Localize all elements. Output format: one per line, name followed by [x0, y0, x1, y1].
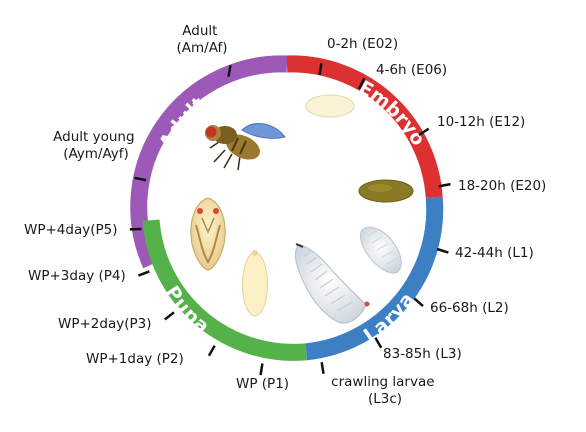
- timepoint-p1: WP (P1): [236, 376, 289, 392]
- timepoint-l3: 83-85h (L3): [383, 346, 462, 362]
- timepoint-p5: WP+4day(P5): [24, 222, 118, 238]
- tick-e02: [318, 63, 323, 76]
- tick-l1: [436, 247, 449, 254]
- timepoint-e20: 18-20h (E20): [458, 178, 546, 194]
- first-instar-larva-illustration: [359, 226, 402, 274]
- tick-p1: [259, 363, 264, 376]
- fly-illustration: [205, 123, 286, 171]
- embryo-arc: [286, 55, 443, 198]
- tick-p3: [164, 311, 175, 321]
- tick-l3: [374, 336, 383, 349]
- timepoint-e02: 0-2h (E02): [327, 36, 398, 52]
- adult-arc: [130, 55, 288, 269]
- larva-arc: [305, 196, 444, 361]
- tick-marks: [129, 63, 451, 376]
- stage-label-pupa: Pupa: [161, 282, 214, 338]
- timepoint-adult: Adult (Am/Af): [177, 23, 228, 56]
- stage-label-larva: Larva: [360, 288, 419, 346]
- timepoint-p4: WP+3day (P4): [28, 268, 126, 284]
- tick-ay: [134, 176, 147, 182]
- pupa-arc: [142, 219, 307, 361]
- tick-l2: [413, 297, 424, 308]
- tick-e06: [357, 77, 366, 90]
- tick-adult: [227, 65, 232, 77]
- tick-e12: [418, 127, 430, 137]
- timepoint-e06: 4-6h (E06): [376, 62, 447, 78]
- pupal-case-illustration: [190, 197, 226, 271]
- tick-p2: [207, 344, 216, 357]
- timepoint-p2: WP+1day (P2): [86, 351, 184, 367]
- white-prepupa-illustration: [242, 250, 268, 317]
- tick-p4: [137, 270, 150, 277]
- embryo-late-illustration: [358, 179, 414, 203]
- timepoint-ay: Adult young (Aym/Ayf): [53, 129, 139, 162]
- third-instar-larva-illustration: [294, 243, 370, 324]
- timepoint-l3c: crawling larvae (L3c): [331, 374, 439, 407]
- embryo-egg-illustration: [305, 94, 355, 118]
- tick-e20: [438, 182, 451, 188]
- timepoint-l1: 42-44h (L1): [455, 245, 534, 261]
- tick-l3c: [320, 362, 325, 374]
- timepoint-p3: WP+2day(P3): [58, 316, 152, 332]
- timepoint-e12: 10-12h (E12): [437, 114, 525, 130]
- stage-label-embryo: Embryo: [355, 77, 430, 150]
- timepoint-l2: 66-68h (L2): [430, 300, 509, 316]
